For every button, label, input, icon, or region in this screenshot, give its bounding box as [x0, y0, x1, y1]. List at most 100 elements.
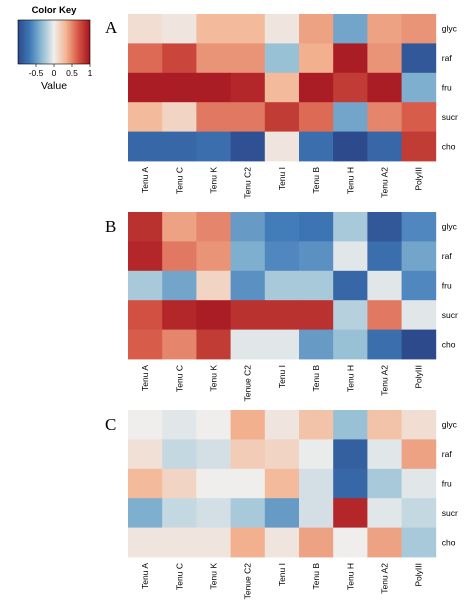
heatmap-cell	[401, 300, 437, 330]
heatmap-cell	[196, 131, 231, 162]
heatmap-cell	[196, 527, 231, 558]
column-label: PolyIII	[414, 167, 424, 191]
column-label: Tenu H	[345, 563, 355, 590]
heatmap-cell	[367, 241, 402, 272]
color-key-xlabel: Value	[41, 80, 67, 92]
column-label: Tenu K	[209, 365, 219, 392]
column-label: Tenu B	[311, 563, 321, 590]
heatmap-cell	[401, 43, 437, 74]
row-label: raf	[442, 53, 453, 63]
heatmap-cell	[230, 212, 266, 242]
heatmap-cell	[367, 270, 402, 301]
heatmap-cell	[162, 14, 197, 44]
heatmap-cell	[128, 241, 163, 272]
heatmap-cell	[299, 131, 334, 162]
heatmap-cell	[367, 329, 402, 360]
heatmap-cell	[299, 212, 334, 242]
heatmap-cell	[367, 498, 402, 528]
column-label: Tenu A2	[380, 365, 390, 396]
heatmap-cell	[299, 43, 334, 74]
column-label: PolyIII	[414, 365, 424, 389]
heatmap-cell	[299, 329, 334, 360]
heatmap-cell	[367, 439, 402, 470]
column-label: Tenu B	[311, 365, 321, 392]
color-key-tick-label: -0.5	[29, 68, 44, 78]
row-label: glyc	[442, 420, 458, 430]
heatmap-cell	[196, 212, 231, 242]
row-label: glyc	[442, 222, 458, 232]
column-label: Tenu H	[345, 167, 355, 194]
heatmap-cell	[299, 102, 334, 132]
row-label: cho	[442, 339, 456, 349]
heatmap-cell	[128, 72, 163, 103]
heatmap-cell	[401, 270, 437, 301]
heatmap-cell	[196, 102, 231, 132]
heatmap-cell	[128, 131, 163, 162]
heatmap-cell	[333, 72, 368, 103]
heatmap-cell	[162, 131, 197, 162]
heatmap-cell	[196, 72, 231, 103]
heatmap-cell	[128, 270, 163, 301]
heatmap-cell	[162, 43, 197, 74]
heatmap-cell	[264, 527, 300, 558]
row-label: fru	[442, 479, 452, 489]
heatmap-cell	[162, 72, 197, 103]
heatmap-cell	[401, 131, 437, 162]
heatmap-cell	[264, 329, 300, 360]
heatmap-cell	[128, 212, 163, 242]
column-label: Tenu H	[345, 365, 355, 392]
heatmap-cell	[333, 14, 368, 44]
heatmap-cell	[196, 439, 231, 470]
heatmap-cell	[230, 43, 266, 74]
heatmap-cell	[333, 102, 368, 132]
heatmap-cell	[299, 498, 334, 528]
color-key-gradient	[17, 19, 91, 65]
heatmap-cell	[299, 439, 334, 470]
column-label: Tenu C	[174, 167, 184, 194]
heatmap-cell	[162, 410, 197, 440]
heatmap-cell	[401, 14, 437, 44]
panel-letter: A	[105, 18, 118, 37]
heatmap-cell	[367, 527, 402, 558]
heatmap-cell	[128, 329, 163, 360]
heatmap-cell	[264, 14, 300, 44]
heatmap-cell	[196, 14, 231, 44]
heatmap-cell	[367, 14, 402, 44]
heatmap-cell	[333, 329, 368, 360]
heatmap-cell	[230, 439, 266, 470]
heatmap-cell	[367, 410, 402, 440]
heatmap-cell	[196, 241, 231, 272]
heatmap-cell	[230, 14, 266, 44]
heatmap-cell	[333, 498, 368, 528]
heatmap-cell	[230, 410, 266, 440]
column-label: Tenu I	[277, 167, 287, 190]
column-label: Tenu K	[209, 563, 219, 590]
heatmap-cell	[401, 527, 437, 558]
column-label: Tenue C2	[243, 365, 253, 402]
heatmap-cell	[230, 102, 266, 132]
heatmap-cell	[333, 270, 368, 301]
heatmap-cell	[128, 498, 163, 528]
heatmap-cell	[162, 468, 197, 499]
heatmap-cell	[264, 131, 300, 162]
column-label: Tenu I	[277, 365, 287, 388]
color-key: Color Key -0.5 0 0.5 1 Value	[17, 5, 93, 92]
heatmap-cell	[333, 241, 368, 272]
row-label: raf	[442, 449, 453, 459]
heatmap-cell	[230, 241, 266, 272]
heatmap-cell	[401, 498, 437, 528]
column-label: Tenue C2	[243, 563, 253, 600]
row-label: raf	[442, 251, 453, 261]
heatmap-cell	[367, 212, 402, 242]
heatmap-cell	[401, 102, 437, 132]
heatmap-cell	[230, 270, 266, 301]
column-label: Tenu A	[140, 563, 150, 589]
column-label: Tenu A2	[380, 167, 390, 198]
heatmap-cell	[299, 527, 334, 558]
heatmap-cell	[230, 527, 266, 558]
color-key-title: Color Key	[32, 5, 78, 16]
heatmap-cell	[162, 102, 197, 132]
heatmap-cell	[264, 498, 300, 528]
heatmap-cell	[333, 43, 368, 74]
